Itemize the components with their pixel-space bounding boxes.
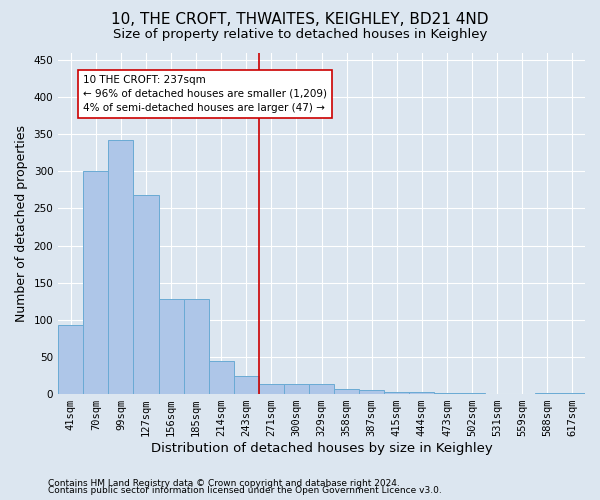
Text: Size of property relative to detached houses in Keighley: Size of property relative to detached ho… bbox=[113, 28, 487, 41]
Bar bbox=[334, 389, 359, 394]
Bar bbox=[309, 384, 334, 394]
Bar bbox=[184, 299, 209, 394]
Bar bbox=[284, 384, 309, 394]
Bar bbox=[83, 170, 109, 394]
Text: 10, THE CROFT, THWAITES, KEIGHLEY, BD21 4ND: 10, THE CROFT, THWAITES, KEIGHLEY, BD21 … bbox=[111, 12, 489, 26]
Text: Contains HM Land Registry data © Crown copyright and database right 2024.: Contains HM Land Registry data © Crown c… bbox=[48, 478, 400, 488]
Bar bbox=[409, 392, 434, 394]
Bar bbox=[385, 392, 409, 394]
Bar bbox=[209, 360, 234, 394]
Bar bbox=[158, 299, 184, 394]
Bar bbox=[359, 390, 385, 394]
Bar bbox=[58, 325, 83, 394]
X-axis label: Distribution of detached houses by size in Keighley: Distribution of detached houses by size … bbox=[151, 442, 493, 455]
Bar bbox=[109, 140, 133, 394]
Bar bbox=[234, 376, 259, 394]
Bar bbox=[259, 384, 284, 394]
Y-axis label: Number of detached properties: Number of detached properties bbox=[15, 125, 28, 322]
Bar bbox=[133, 195, 158, 394]
Text: 10 THE CROFT: 237sqm
← 96% of detached houses are smaller (1,209)
4% of semi-det: 10 THE CROFT: 237sqm ← 96% of detached h… bbox=[83, 75, 327, 113]
Text: Contains public sector information licensed under the Open Government Licence v3: Contains public sector information licen… bbox=[48, 486, 442, 495]
